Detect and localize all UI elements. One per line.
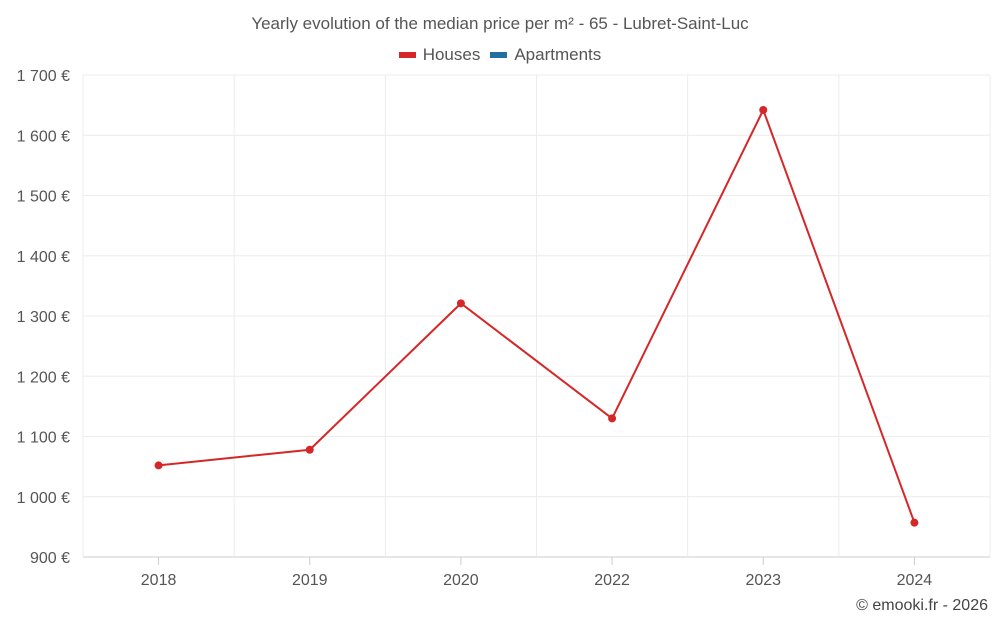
y-tick-label: 1 600 € — [17, 128, 70, 145]
y-tick-label: 1 700 € — [17, 68, 70, 85]
legend-label-apartments: Apartments — [514, 45, 602, 64]
y-tick-label: 1 400 € — [17, 249, 70, 266]
x-tick-label: 2022 — [594, 572, 630, 589]
y-tick-label: 900 € — [30, 550, 70, 567]
x-tick-label: 2019 — [292, 572, 328, 589]
y-tick-label: 1 300 € — [17, 309, 70, 326]
legend-item-houses[interactable]: Houses — [398, 45, 481, 65]
series-line-houses — [158, 107, 916, 524]
x-tick-label: 2023 — [745, 572, 781, 589]
data-point-houses-2019 — [305, 445, 314, 454]
y-tick-label: 1 100 € — [17, 430, 70, 447]
legend-label-houses: Houses — [422, 45, 481, 64]
x-tick-label: 2024 — [897, 572, 933, 589]
x-tick-label: 2018 — [141, 572, 177, 589]
credit-text: © emooki.fr - 2026 — [856, 597, 988, 614]
legend-swatch-apartments — [490, 52, 508, 58]
chart-title: Yearly evolution of the median price per… — [251, 14, 749, 33]
data-point-houses-2022 — [608, 414, 617, 423]
y-tick-label: 1 200 € — [17, 369, 70, 386]
x-tick-label: 2020 — [443, 572, 479, 589]
data-point-houses-2023 — [759, 105, 768, 114]
legend-item-apartments[interactable]: Apartments — [490, 45, 601, 65]
y-tick-label: 1 000 € — [17, 490, 70, 507]
chart-legend: Houses Apartments — [0, 45, 1000, 65]
data-point-houses-2020 — [456, 299, 465, 308]
y-tick-label: 1 500 € — [17, 189, 70, 206]
data-point-houses-2018 — [154, 461, 163, 470]
data-point-houses-2024 — [910, 518, 919, 527]
legend-swatch-houses — [398, 52, 416, 58]
